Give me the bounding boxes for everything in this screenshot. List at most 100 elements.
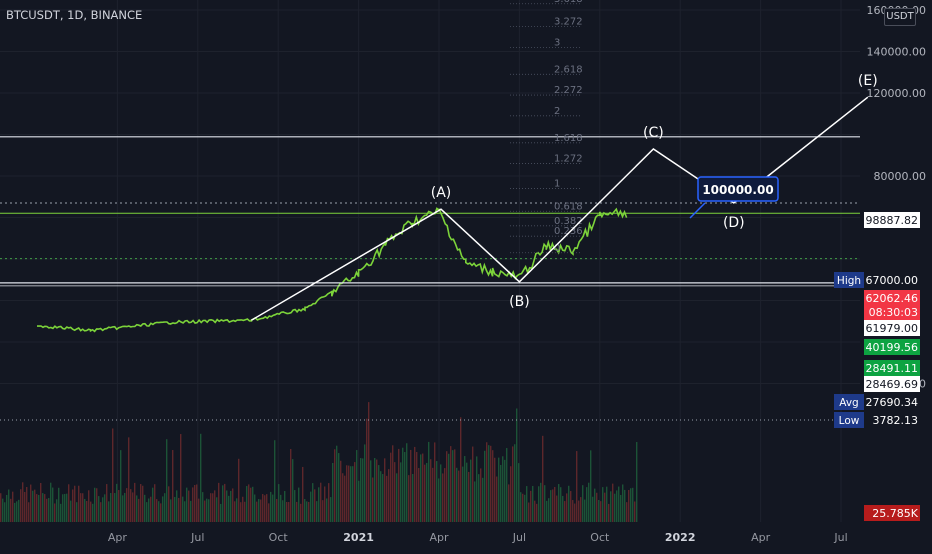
- volume-bar: [206, 498, 208, 522]
- volume-bar: [292, 459, 294, 522]
- volume-bar: [284, 491, 286, 522]
- volume-bar: [290, 449, 292, 522]
- volume-bar: [518, 463, 520, 522]
- fib-level-label: 1.272: [554, 154, 583, 165]
- volume-bar: [604, 492, 606, 522]
- volume-bar: [100, 502, 102, 522]
- volume-bar: [532, 485, 534, 522]
- volume-bar: [136, 495, 138, 522]
- volume-bar: [294, 490, 296, 522]
- volume-bar: [398, 448, 400, 522]
- volume-bar: [78, 485, 80, 522]
- price-label: 08:30:03: [864, 304, 920, 320]
- volume-bar: [270, 491, 272, 522]
- volume-bar: [618, 486, 620, 522]
- price-label: 40199.56: [864, 339, 920, 355]
- volume-bar: [392, 445, 394, 522]
- currency-unit-button[interactable]: USDT: [884, 8, 916, 26]
- volume-bar: [348, 465, 350, 522]
- volume-bar: [486, 442, 488, 522]
- volume-bar: [394, 462, 396, 522]
- volume-bar: [440, 464, 442, 522]
- volume-bar: [276, 498, 278, 522]
- volume-bar: [56, 499, 58, 522]
- price-label-bg: [864, 412, 920, 428]
- volume-bar: [342, 473, 344, 522]
- volume-bar: [324, 486, 326, 522]
- volume-bar: [620, 494, 622, 522]
- volume-bar: [488, 445, 490, 522]
- volume-bar: [282, 500, 284, 522]
- volume-bar: [534, 500, 536, 522]
- price-label: 25.785K: [864, 505, 920, 521]
- volume-bar: [174, 496, 176, 522]
- volume-bar: [288, 502, 290, 522]
- volume-bar: [492, 450, 494, 522]
- volume-bar: [442, 473, 444, 522]
- volume-bar: [92, 503, 94, 522]
- volume-bar: [546, 500, 548, 522]
- volume-bar: [438, 478, 440, 522]
- volume-bar: [314, 489, 316, 522]
- volume-bar: [352, 466, 354, 522]
- wave-label: (D): [723, 215, 745, 231]
- volume-bar: [370, 460, 372, 522]
- volume-bar: [20, 489, 22, 522]
- volume-bar: [396, 473, 398, 522]
- volume-bar: [584, 499, 586, 522]
- volume-bar: [480, 468, 482, 522]
- volume-bar: [504, 459, 506, 522]
- volume-bar: [550, 490, 552, 522]
- x-tick-label: Apr: [429, 531, 449, 544]
- fib-level-label: 0.618: [554, 201, 583, 212]
- price-label-value: 98887.82: [866, 214, 919, 227]
- volume-bar: [68, 484, 70, 522]
- fib-level-label: 0: [554, 243, 560, 254]
- price-label-value: 27690.34: [866, 396, 919, 409]
- volume-bar: [228, 495, 230, 522]
- volume-bar: [556, 495, 558, 522]
- volume-bar: [110, 493, 112, 522]
- volume-bar: [160, 503, 162, 522]
- fib-level-label: 2: [554, 106, 560, 117]
- price-label-value: 28491.11: [866, 362, 919, 375]
- volume-bar: [8, 489, 10, 522]
- price-label: Low 3782.13: [834, 412, 920, 428]
- volume-bar: [538, 486, 540, 522]
- volume-bar: [390, 452, 392, 522]
- volume-bar: [132, 492, 134, 522]
- volume-bar: [474, 481, 476, 522]
- volume-bar: [10, 498, 12, 522]
- volume-bar: [198, 498, 200, 522]
- target-pointer: [689, 202, 706, 219]
- volume-bar: [66, 493, 68, 522]
- volume-bar: [134, 482, 136, 522]
- price-label-tag-bg: [834, 394, 864, 410]
- volume-bar: [482, 477, 484, 522]
- fib-level-label: 2.272: [554, 85, 583, 96]
- volume-bar: [552, 489, 554, 522]
- volume-bar: [180, 434, 182, 522]
- price-label-bg: [864, 290, 920, 306]
- volume-bar: [450, 446, 452, 522]
- volume-bar: [616, 490, 618, 522]
- price-label-value: 40199.56: [866, 341, 919, 354]
- volume-bar: [484, 450, 486, 522]
- fib-level-label: 0.382: [554, 216, 583, 227]
- volume-bar: [466, 462, 468, 522]
- price-label: 28491.11: [864, 360, 920, 376]
- volume-bar: [358, 480, 360, 522]
- wave-label: (C): [643, 125, 664, 141]
- volume-bar: [166, 439, 168, 522]
- volume-bar: [16, 501, 18, 522]
- price-label: 61979.00: [864, 320, 920, 336]
- volume-bar: [254, 494, 256, 522]
- volume-bar: [510, 466, 512, 522]
- volume-bar: [152, 487, 154, 522]
- volume-bar: [382, 474, 384, 522]
- volume-bar: [72, 489, 74, 522]
- volume-bar: [328, 483, 330, 522]
- volume-bar: [154, 484, 156, 522]
